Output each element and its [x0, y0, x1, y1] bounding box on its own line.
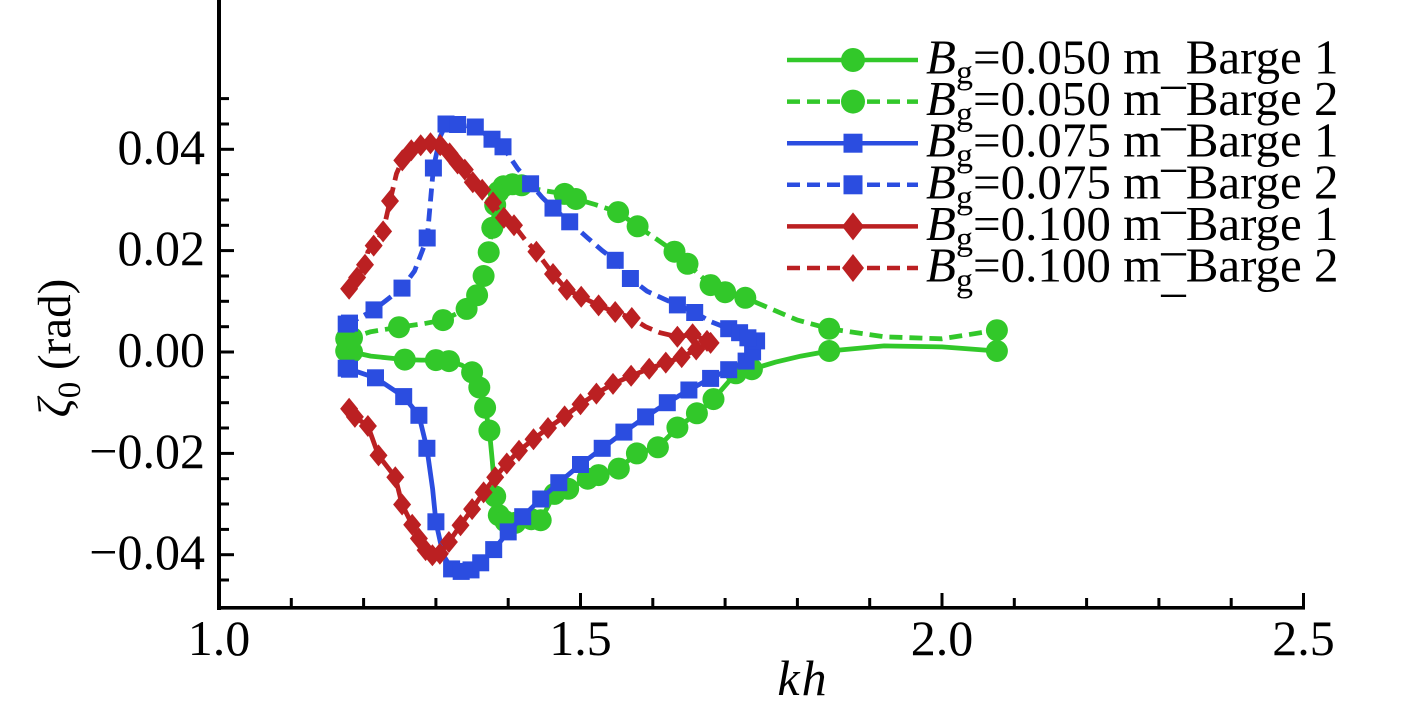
svg-text:Bg=0.075 m_Barge 2: Bg=0.075 m_Barge 2 — [926, 154, 1339, 218]
svg-text:−0.04: −0.04 — [89, 524, 205, 580]
svg-text:1.5: 1.5 — [549, 610, 612, 666]
svg-text:1.0: 1.0 — [188, 610, 251, 666]
svg-text:Bg=0.075 m_Barge 1: Bg=0.075 m_Barge 1 — [926, 113, 1339, 177]
svg-text:Bg=0.050 m_Barge 2: Bg=0.050 m_Barge 2 — [926, 71, 1339, 135]
svg-text:ζ0 (rad): ζ0 (rad) — [29, 279, 88, 418]
svg-text:Bg=0.100 m_Barge 1: Bg=0.100 m_Barge 1 — [926, 196, 1339, 260]
svg-text:−0.02: −0.02 — [89, 423, 205, 479]
svg-text:0.00: 0.00 — [118, 322, 206, 378]
svg-text:Bg=0.050 m_Barge 1: Bg=0.050 m_Barge 1 — [926, 30, 1339, 94]
svg-text:0.02: 0.02 — [118, 220, 206, 276]
svg-text:Bg=0.100 m_Barge 2: Bg=0.100 m_Barge 2 — [926, 238, 1339, 302]
svg-text:0.04: 0.04 — [118, 119, 206, 175]
svg-text:2.0: 2.0 — [911, 610, 974, 666]
svg-text:2.5: 2.5 — [1272, 610, 1335, 666]
svg-text:kh: kh — [777, 650, 828, 706]
